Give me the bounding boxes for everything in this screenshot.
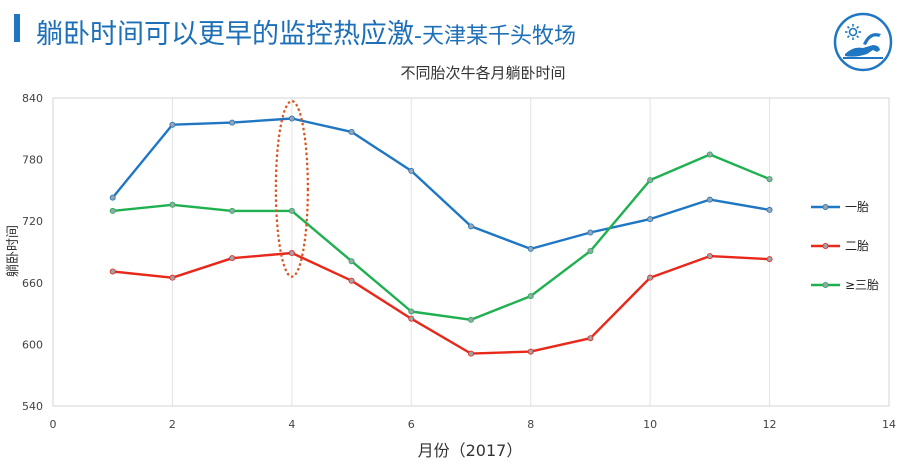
x-tick-label: 6: [408, 418, 415, 431]
data-point: [348, 128, 355, 135]
highlight-ellipse: [274, 99, 309, 278]
data-point: [587, 247, 594, 254]
chart-axes: [52, 97, 890, 407]
series-line: [111, 117, 770, 251]
x-tick-label: 10: [643, 418, 657, 431]
data-point: [527, 293, 534, 300]
cow-lying-sun-icon: [833, 12, 893, 72]
x-tick-label: 4: [288, 418, 295, 431]
title-accent-bar: [14, 14, 20, 42]
data-point: [288, 250, 295, 257]
data-point: [647, 177, 654, 184]
series-line: [112, 251, 770, 355]
data-point: [109, 207, 116, 214]
series-1: [109, 115, 773, 252]
data-point: [408, 315, 415, 322]
data-point: [647, 274, 654, 281]
legend-label: 一胎: [845, 200, 869, 214]
series-3: [109, 151, 773, 323]
chart-title: 不同胎次牛各月躺卧时间: [400, 64, 565, 82]
x-tick-label: 2: [169, 418, 176, 431]
chart-annotation: [274, 99, 309, 278]
chart-series: [109, 115, 773, 357]
legend-item-3: ≥三胎: [811, 278, 879, 292]
plot-area-border: [52, 97, 890, 407]
y-tick-label: 540: [22, 400, 43, 413]
x-tick-label: 12: [763, 418, 777, 431]
data-point: [408, 167, 415, 174]
data-point: [587, 229, 594, 236]
data-point: [587, 335, 594, 342]
data-point: [706, 253, 713, 260]
legend-marker: [822, 203, 829, 210]
legend-item-2: 二胎: [811, 239, 869, 253]
data-point: [706, 151, 713, 158]
data-point: [229, 207, 236, 214]
legend-marker: [822, 281, 829, 288]
data-point: [169, 201, 176, 208]
chart-grid: [171, 98, 771, 406]
y-tick-label: 660: [22, 277, 43, 290]
data-point: [766, 256, 773, 263]
x-tick-label: 8: [527, 418, 534, 431]
data-point: [467, 316, 474, 323]
data-point: [109, 268, 116, 275]
x-tick-label: 14: [882, 418, 896, 431]
data-point: [288, 115, 295, 122]
legend-item-1: 一胎: [811, 200, 869, 214]
data-point: [348, 277, 355, 284]
y-tick-label: 720: [22, 215, 43, 228]
data-point: [229, 255, 236, 262]
legend-label: 二胎: [845, 239, 869, 253]
data-point: [766, 176, 773, 183]
y-tick-label: 840: [22, 92, 43, 105]
data-point: [169, 121, 176, 128]
data-point: [109, 194, 116, 201]
y-tick-label: 780: [22, 154, 43, 167]
data-point: [229, 119, 236, 126]
chart-ticks: 0 2 4 6 8 10 12 14 540 600 660 720 780 840: [22, 92, 896, 431]
legend-marker: [822, 242, 829, 249]
y-axis-title: 躺卧时间: [5, 225, 21, 277]
x-tick-label: 0: [50, 418, 57, 431]
slide-title-main: 躺卧时间可以更早的监控热应激: [36, 19, 414, 50]
data-point: [408, 308, 415, 315]
data-point: [647, 216, 654, 223]
data-point: [527, 348, 534, 355]
data-point: [467, 350, 474, 357]
series-line: [112, 153, 771, 321]
data-point: [706, 196, 713, 203]
data-point: [467, 223, 474, 230]
data-point: [169, 274, 176, 281]
x-axis-title: 月份（2017）: [418, 441, 523, 460]
data-point: [766, 206, 773, 213]
slide-title-sub: -天津某千头牧场: [414, 24, 576, 49]
y-tick-label: 600: [22, 338, 43, 351]
series-2: [109, 250, 773, 357]
data-point: [527, 245, 534, 252]
slide-title: 躺卧时间可以更早的监控热应激-天津某千头牧场: [36, 12, 576, 51]
legend-label: ≥三胎: [845, 278, 879, 292]
data-point: [288, 207, 295, 214]
data-point: [348, 258, 355, 265]
